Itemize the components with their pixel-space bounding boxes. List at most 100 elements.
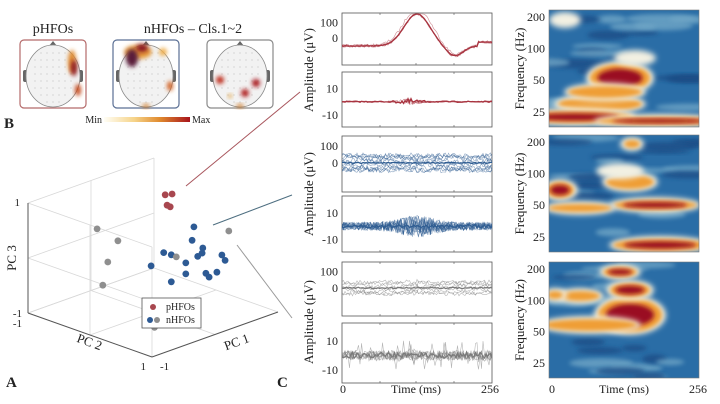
- texture-band: [549, 138, 593, 146]
- y-tick-label: 10: [326, 334, 338, 348]
- connector-phfos: [185, 91, 301, 187]
- electrode-dot: [227, 80, 229, 82]
- grid-line: [27, 267, 155, 314]
- frequency-tick-label: 25: [533, 230, 545, 244]
- wave-x-tick-256: 256: [481, 382, 499, 396]
- frequency-tick-label: 200: [527, 135, 545, 149]
- electrode-dot: [58, 59, 60, 61]
- power-mid: [560, 291, 600, 301]
- y-tick-label: 10: [326, 206, 338, 220]
- electrode-dot: [145, 66, 147, 68]
- electrode-dot: [257, 73, 259, 75]
- spectrogram-image: [549, 135, 699, 252]
- y-tick-label: 100: [320, 15, 338, 29]
- texture-band: [595, 15, 627, 24]
- trial-trace: [341, 153, 493, 173]
- topomaps: [19, 39, 274, 109]
- spec-x-tick-0: 0: [549, 382, 555, 396]
- connector-nhfos-cls1: [212, 194, 293, 226]
- activation-blob: [252, 79, 260, 87]
- spectrogram-3: 200 100 50 25 Frequency (Hz): [512, 261, 700, 379]
- electrode-dot: [157, 73, 159, 75]
- connector-nhfos-cls2: [236, 244, 293, 319]
- frequency-tick-label: 50: [533, 325, 545, 339]
- plot-frame: [548, 134, 700, 253]
- electrode-dot: [157, 87, 159, 89]
- pc1-tick-start: -1: [160, 361, 169, 373]
- activation-blob: [159, 48, 167, 56]
- y-tick-label: -10: [322, 233, 338, 247]
- y-tick-label: 100: [320, 265, 338, 279]
- pc3-axis-label: PC 3: [4, 245, 19, 271]
- activation-blob: [241, 89, 249, 97]
- mean-trace: [342, 13, 492, 57]
- scatter-point-nhfos: [225, 227, 233, 235]
- scatter-point-phfos: [168, 190, 176, 198]
- electrode-dot: [127, 80, 129, 82]
- electrode-dot: [157, 94, 159, 96]
- scatter-point-nhfos: [182, 259, 190, 267]
- mean-trace: [341, 161, 492, 165]
- electrode-dot: [251, 80, 253, 82]
- mean-trace: [342, 286, 493, 290]
- frequency-tick-label: 50: [533, 198, 545, 212]
- scatter-point-nhfos: [160, 249, 168, 256]
- electrode-dot: [227, 59, 229, 61]
- electrode-dot: [133, 73, 135, 75]
- mean-trace: [341, 97, 493, 105]
- electrode-dot: [145, 94, 147, 96]
- electrode-dot: [233, 59, 235, 61]
- activation-blob: [71, 60, 77, 76]
- electrode-dot: [52, 80, 54, 82]
- electrode-dot: [251, 73, 253, 75]
- texture-band: [576, 346, 623, 355]
- frequency-tick-label: 50: [533, 73, 545, 87]
- electrode-dot: [233, 87, 235, 89]
- electrode-dot: [145, 80, 147, 82]
- electrode-dot: [157, 59, 159, 61]
- electrode-dot: [257, 66, 259, 68]
- electrode-dot: [34, 59, 36, 61]
- power-mid: [568, 86, 642, 98]
- electrode-dot: [58, 87, 60, 89]
- electrode-dot: [233, 66, 235, 68]
- spectrogram-1: 200 100 50 25 Frequency (Hz): [512, 9, 700, 128]
- trial-trace: [341, 152, 493, 173]
- electrode-dot: [46, 52, 48, 54]
- power-halo: [549, 12, 581, 28]
- electrode-dot: [34, 87, 36, 89]
- electrode-dot: [40, 73, 42, 75]
- texture-band: [661, 170, 699, 179]
- wave-x-tick-0: 0: [340, 382, 346, 396]
- panel-label-a: A: [6, 375, 17, 391]
- electrode-dot: [127, 73, 129, 75]
- frequency-tick-label: 200: [527, 10, 545, 24]
- topomap-nhfos-cls2: [206, 39, 274, 109]
- electrode-dot: [245, 80, 247, 82]
- activation-blob: [126, 49, 138, 67]
- scatter-point-nhfos: [205, 273, 213, 281]
- y-tick-label: 100: [320, 139, 338, 153]
- electrode-dot: [52, 73, 54, 75]
- texture-band: [595, 158, 624, 164]
- frequency-tick-label: 100: [527, 42, 545, 56]
- electrode-dot: [245, 52, 247, 54]
- electrode-dot: [227, 52, 229, 54]
- electrode-dot: [151, 80, 153, 82]
- panel-label-b: B: [4, 116, 14, 132]
- electrode-dot: [52, 52, 54, 54]
- trial-trace: [341, 153, 493, 173]
- electrode-dot: [251, 66, 253, 68]
- scatter-point-phfos: [166, 203, 174, 211]
- power-halo: [614, 50, 656, 66]
- electrode-dot: [46, 73, 48, 75]
- colorbar-min-label: Min: [85, 115, 102, 126]
- spectrogram-2: 200 100 50 25 Frequency (Hz): [512, 134, 700, 253]
- electrode-dot: [163, 87, 165, 89]
- electrode-dot: [151, 59, 153, 61]
- power-peak: [623, 202, 687, 208]
